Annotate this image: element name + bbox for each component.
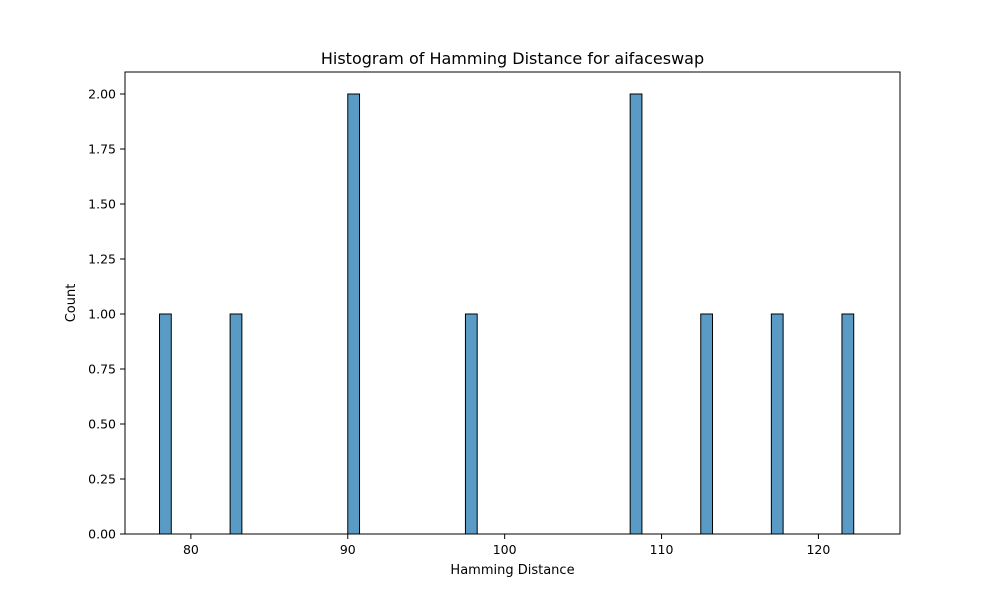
x-tick-label: 90 [340, 542, 356, 557]
y-tick-label: 0.75 [88, 362, 116, 377]
y-tick-label: 1.00 [88, 307, 116, 322]
histogram-bar-5 [629, 93, 643, 535]
y-tick-label: 0.00 [88, 527, 116, 542]
histogram-bar-4 [464, 313, 478, 535]
y-axis-ticks: 0.00 0.25 0.50 0.75 1.00 1.25 1.50 1.75 2.00 [88, 87, 125, 542]
chart-title: Histogram of Hamming Distance for aiface… [321, 49, 704, 68]
x-axis-ticks: 80 90 100 110 120 [183, 534, 830, 557]
histogram-bar-2 [229, 313, 243, 535]
x-tick-label: 110 [650, 542, 674, 557]
x-tick-label: 100 [493, 542, 517, 557]
histogram-bar-3 [347, 93, 361, 535]
y-tick-label: 2.00 [88, 87, 116, 102]
plot-frame [124, 71, 901, 535]
histogram-bar-8 [841, 313, 855, 535]
y-tick-label: 1.50 [88, 197, 116, 212]
bars-layer [159, 93, 855, 535]
histogram-bar-6 [700, 313, 714, 535]
y-axis-label: Count [64, 284, 79, 323]
x-tick-label: 80 [183, 542, 199, 557]
y-tick-label: 0.50 [88, 417, 116, 432]
histogram-bar-1 [159, 313, 172, 535]
y-tick-label: 1.25 [88, 252, 116, 267]
x-tick-label: 120 [806, 542, 830, 557]
x-axis-label: Hamming Distance [450, 563, 574, 578]
y-tick-label: 1.75 [88, 142, 116, 157]
y-tick-label: 0.25 [88, 472, 116, 487]
histogram-bar-7 [770, 313, 784, 535]
